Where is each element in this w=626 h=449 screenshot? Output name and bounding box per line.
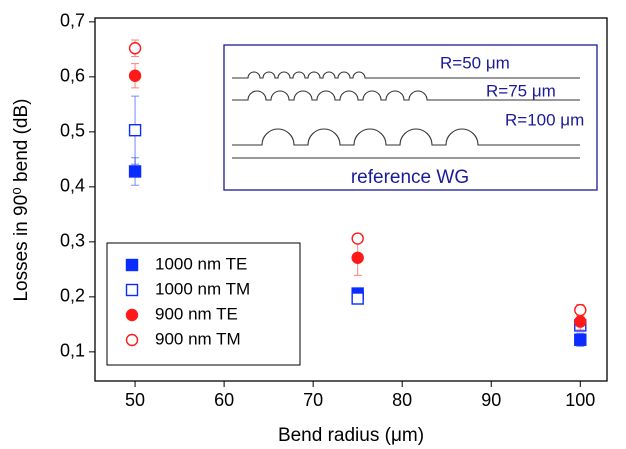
y-tick-label: 0,7 <box>60 11 85 31</box>
x-axis-label: Bend radius (μm) <box>278 425 424 446</box>
annotation: R=100 μm <box>505 110 584 129</box>
legend-box <box>106 242 301 366</box>
marker <box>125 258 139 272</box>
annotation: R=75 μm <box>486 81 556 100</box>
marker <box>574 333 587 346</box>
legend-label: 1000 nm TE <box>155 254 247 273</box>
marker <box>128 69 142 82</box>
x-tick-label: 60 <box>214 390 234 410</box>
x-tick-label: 90 <box>481 390 501 410</box>
x-tick-label: 70 <box>303 390 323 410</box>
annotation: reference WG <box>351 167 469 188</box>
inset-box <box>223 44 598 191</box>
x-tick-label: 50 <box>125 390 145 410</box>
marker <box>351 251 364 264</box>
marker <box>125 308 139 322</box>
y-tick-label: 0,4 <box>60 176 85 196</box>
y-tick-label: 0,2 <box>60 286 85 306</box>
marker <box>351 232 364 245</box>
x-tick-label: 100 <box>565 390 595 410</box>
marker <box>128 123 142 137</box>
marker <box>351 292 364 305</box>
marker <box>128 165 142 178</box>
inset: R=50 μm R=75 μm R=100 μm reference WG <box>223 44 598 191</box>
marker <box>574 315 587 328</box>
legend-label: 1000 nm TM <box>155 279 250 298</box>
legend-label: 900 nm TM <box>155 329 241 348</box>
annotation: R=50 μm <box>440 53 510 72</box>
legend-label: 900 nm TE <box>155 304 238 323</box>
y-tick-label: 0,6 <box>60 66 85 86</box>
y-tick-label: 0,5 <box>60 121 85 141</box>
y-tick-label: 0,1 <box>60 341 85 361</box>
marker <box>125 283 139 297</box>
y-tick-label: 0,3 <box>60 231 85 251</box>
marker <box>574 303 587 317</box>
legend: 1000 nm TE 1000 nm TM 900 nm TE 900 nm TM <box>106 242 301 366</box>
marker <box>125 333 139 347</box>
y-axis-label: Losses in 90⁰ bend (dB) <box>11 98 32 301</box>
waveguide-drawing <box>232 71 580 146</box>
plot-frame <box>94 17 608 382</box>
marker <box>128 42 142 55</box>
x-tick-label: 80 <box>392 390 412 410</box>
